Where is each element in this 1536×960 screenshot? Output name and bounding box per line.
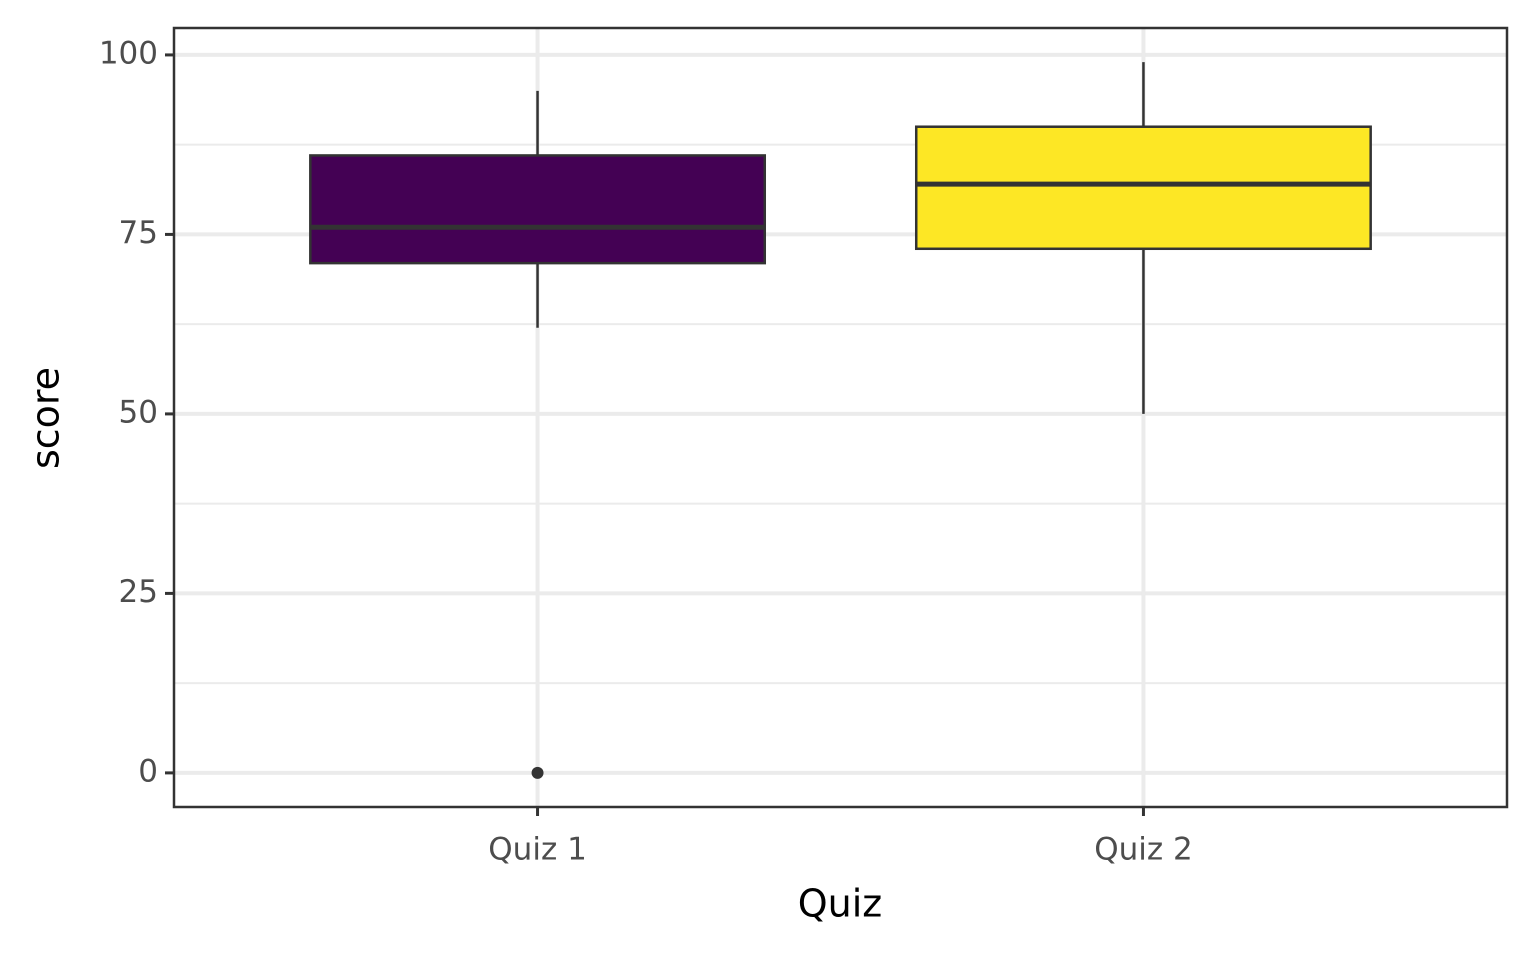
- y-axis-title: score: [24, 367, 68, 469]
- box: [309, 154, 767, 265]
- x-tick-label: Quiz 2: [1094, 832, 1193, 868]
- outlier: [531, 766, 544, 779]
- y-tick-label: 25: [119, 574, 158, 610]
- y-tick-label: 100: [99, 35, 158, 71]
- x-tick-label: Quiz 1: [488, 832, 587, 868]
- box: [914, 125, 1372, 251]
- y-tick-label: 0: [138, 753, 158, 789]
- y-tick-label: 75: [119, 215, 158, 251]
- panel-border: [172, 26, 1509, 809]
- x-axis-title: Quiz: [798, 882, 883, 926]
- y-tick-label: 50: [119, 394, 158, 430]
